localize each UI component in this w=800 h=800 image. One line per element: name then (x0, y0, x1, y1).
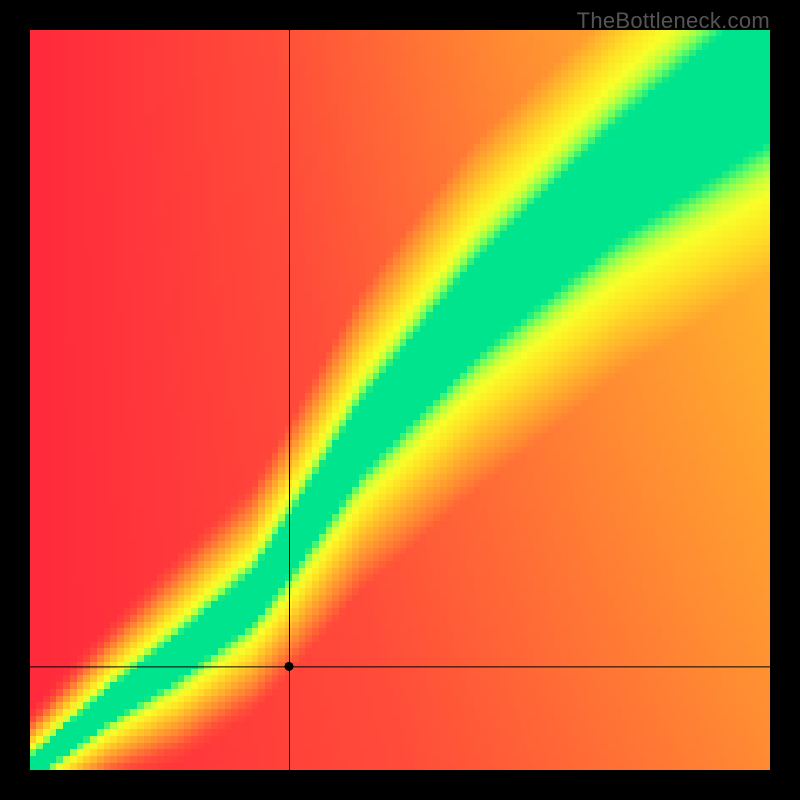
chart-container: TheBottleneck.com (0, 0, 800, 800)
bottleneck-heatmap (30, 30, 770, 770)
watermark-text: TheBottleneck.com (577, 8, 770, 34)
